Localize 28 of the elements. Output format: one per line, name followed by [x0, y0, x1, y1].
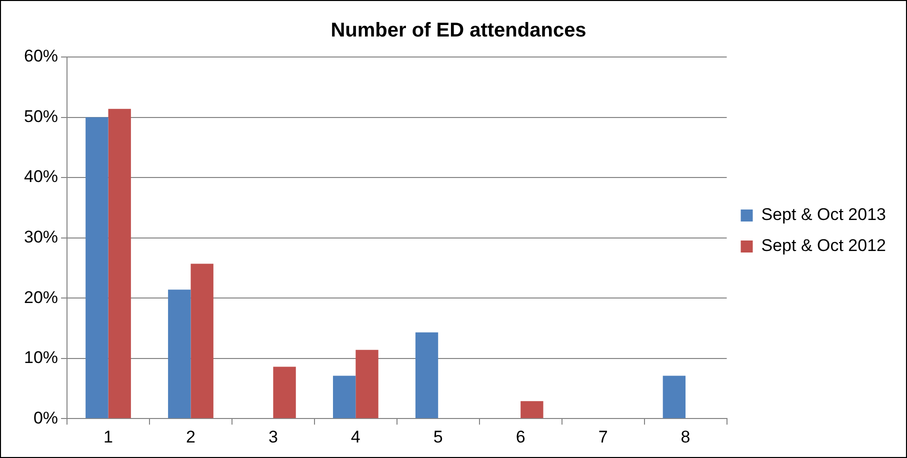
- legend-label: Sept & Oct 2012: [761, 236, 886, 256]
- x-tick-label: 4: [350, 427, 360, 446]
- y-tick-label: 50%: [24, 106, 58, 126]
- x-tick-label: 1: [104, 427, 113, 446]
- bar: [520, 401, 544, 418]
- x-tick-label: 8: [680, 427, 690, 446]
- x-tick-label: 3: [268, 427, 278, 446]
- bar: [168, 290, 191, 418]
- bar: [190, 264, 214, 418]
- y-tick-label: 40%: [24, 167, 58, 186]
- bar: [356, 350, 378, 418]
- x-tick-label: 5: [433, 427, 443, 446]
- chart-title: Number of ED attendances: [330, 20, 586, 42]
- x-tick-label: 2: [186, 427, 196, 446]
- x-tick-label: 6: [516, 427, 526, 446]
- x-tick-label: 7: [598, 427, 608, 446]
- y-tick-label: 30%: [24, 227, 58, 246]
- bar: [273, 366, 296, 418]
- y-tick-label: 60%: [24, 46, 58, 66]
- bar: [332, 376, 356, 418]
- bar: [86, 117, 108, 418]
- bar: [108, 108, 131, 418]
- y-tick-label: 20%: [24, 288, 58, 307]
- bar: [415, 332, 438, 418]
- y-tick-label: 0%: [33, 408, 58, 428]
- y-tick-label: 10%: [24, 348, 58, 368]
- bar: [662, 376, 686, 418]
- legend-label: Sept & Oct 2013: [761, 205, 886, 224]
